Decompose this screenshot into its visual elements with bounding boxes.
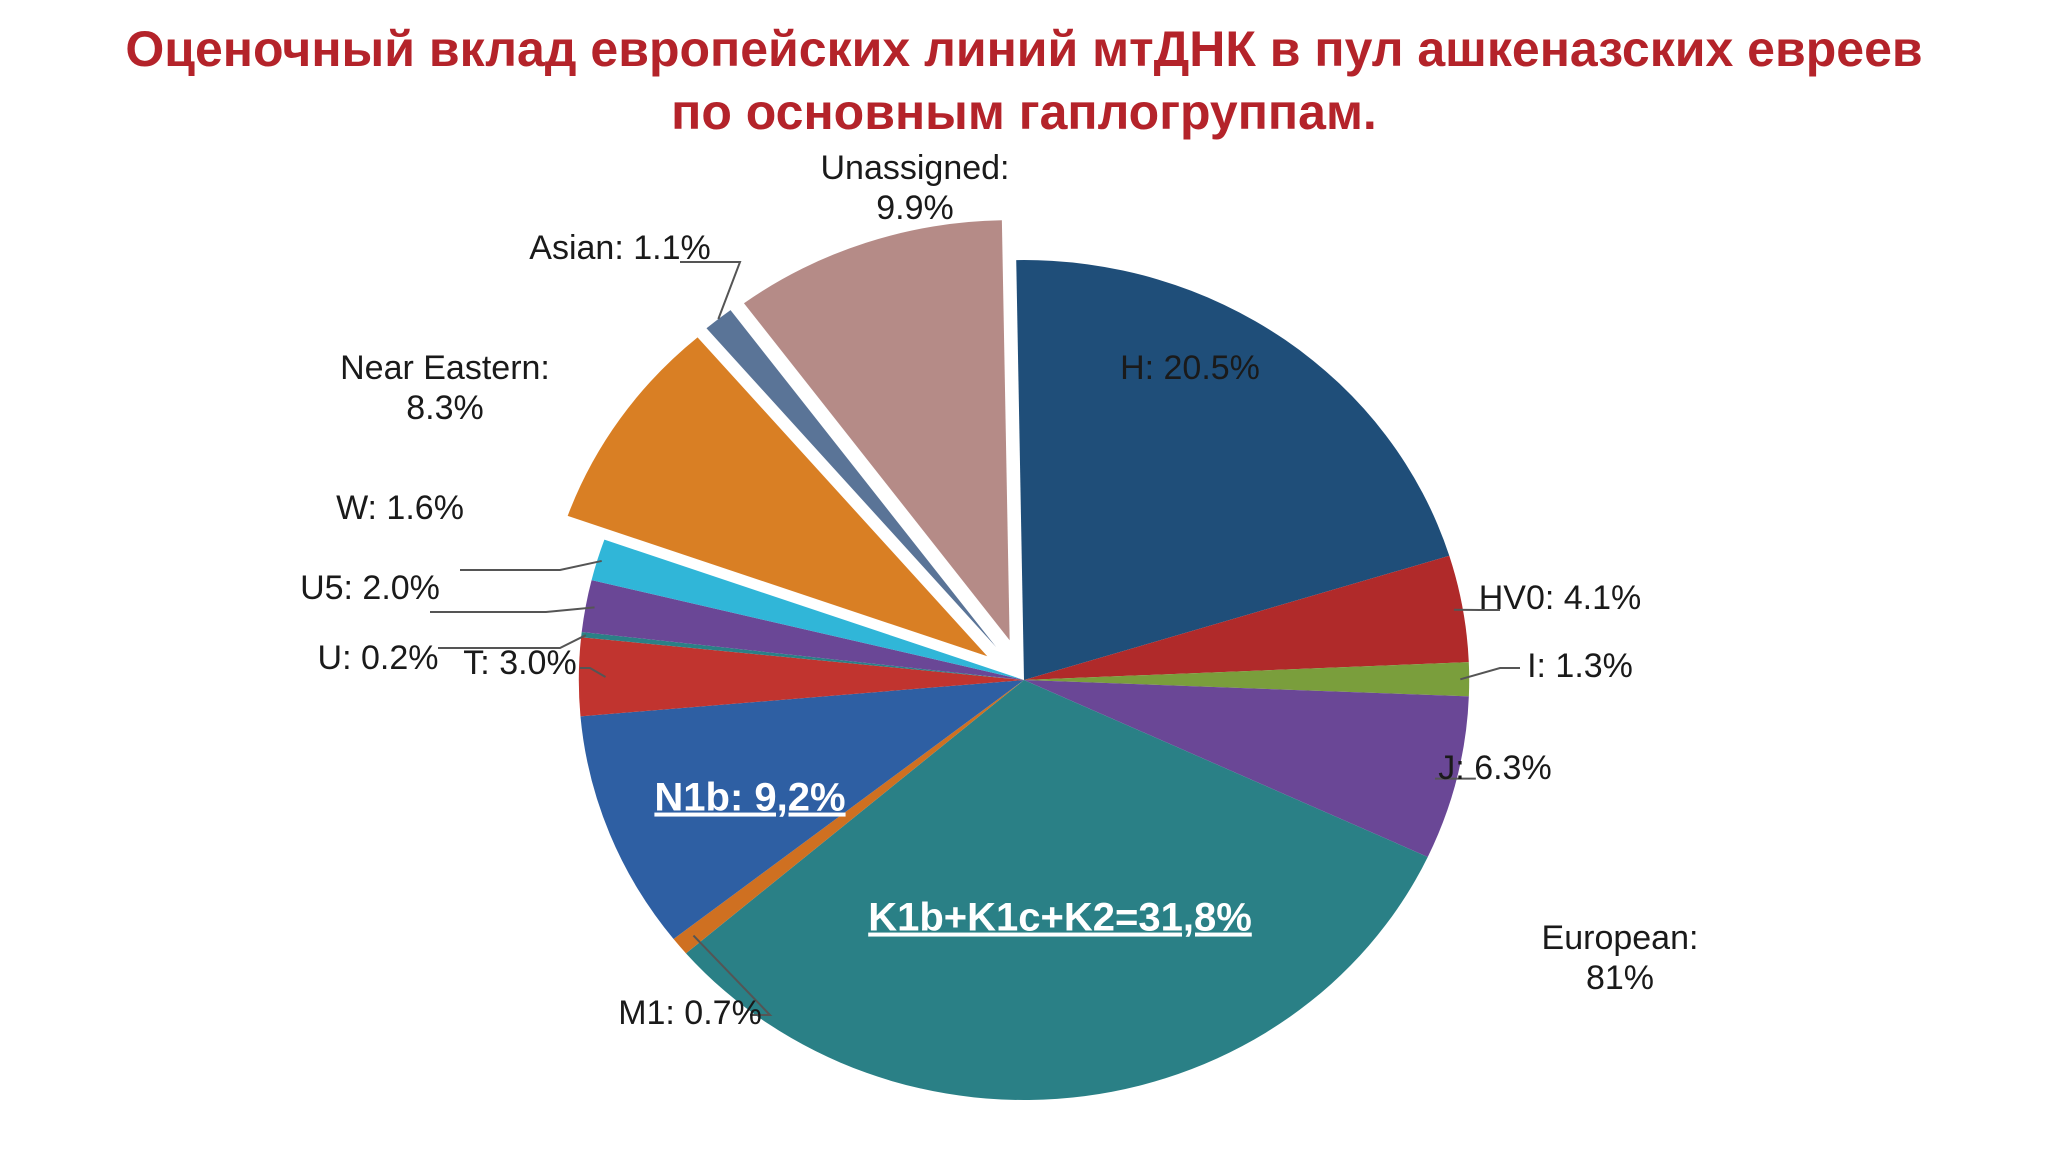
leader-I	[1460, 668, 1520, 679]
slice-label-W: W: 1.6%	[336, 489, 464, 527]
slice-label-Unassigned: Unassigned:	[820, 149, 1009, 187]
slice-label-H: H: 20.5%	[1120, 349, 1260, 387]
extra-label-1: 81%	[1586, 959, 1654, 997]
extra-label-0: European:	[1542, 919, 1699, 957]
slice-label-Asian: Asian: 1.1%	[529, 229, 710, 267]
slice-label-T: T: 3.0%	[463, 644, 576, 682]
slice-label-HV0: HV0: 4.1%	[1479, 579, 1642, 617]
slice-label-I: I: 1.3%	[1527, 647, 1633, 685]
slice-label2-Unassigned: 9.9%	[876, 189, 954, 227]
slice-label-J: J: 6.3%	[1438, 749, 1551, 787]
slice-label-U5: U5: 2.0%	[300, 569, 440, 607]
slice-label-Near Eastern: Near Eastern:	[340, 349, 550, 387]
leader-W	[460, 561, 602, 570]
pie-chart: H: 20.5% HV0: 4.1% I: 1.3% J: 6.3% K1b+K1c+K…	[0, 0, 2048, 1152]
slice-label-K: K1b+K1c+K2=31,8%	[868, 896, 1252, 940]
slice-label-M1: M1: 0.7%	[618, 994, 762, 1032]
slice-label-N1b: N1b: 9,2%	[654, 776, 845, 820]
slice-label-U: U: 0.2%	[318, 639, 439, 677]
leader-U5	[430, 607, 595, 612]
leader-Asian	[680, 262, 740, 319]
slice-label2-Near Eastern: 8.3%	[406, 389, 484, 427]
